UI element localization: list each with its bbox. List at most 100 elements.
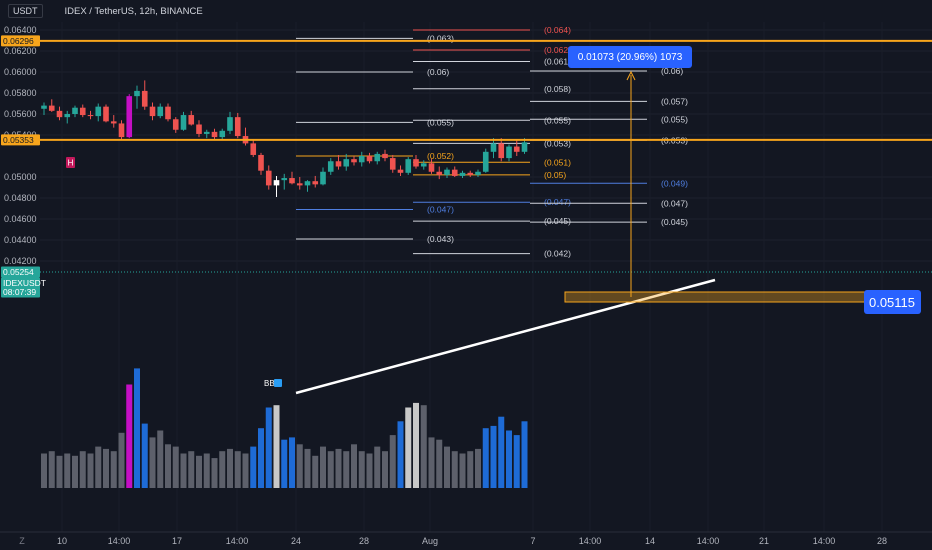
price-tag-bg xyxy=(1,286,40,298)
fib-label: (0.042) xyxy=(544,249,571,259)
grid xyxy=(40,22,932,532)
volume-bar xyxy=(234,451,241,488)
x-tick-label: 24 xyxy=(291,536,301,546)
price-tag: 0.05353 xyxy=(3,135,34,145)
candle-body xyxy=(320,171,326,185)
target-arrow-head xyxy=(626,70,636,81)
fib-label: (0.055) xyxy=(544,115,571,125)
volume-bar xyxy=(273,405,280,488)
y-tick-label: 0.04800 xyxy=(4,193,37,203)
x-tick-label: 21 xyxy=(759,536,769,546)
right-price-label: 0.05115 xyxy=(869,295,915,310)
fib-label: (0.045) xyxy=(661,217,688,227)
volume-bar xyxy=(87,453,94,488)
fib-label: (0.06) xyxy=(427,67,449,77)
volume-bar xyxy=(250,446,257,488)
candle-body xyxy=(134,90,140,97)
fib-label: (0.057) xyxy=(661,96,688,106)
volume-bar xyxy=(165,444,171,488)
volume-bar xyxy=(506,430,512,488)
volume-bar xyxy=(126,384,133,488)
fib-label: (0.061) xyxy=(544,57,571,67)
volume-bars xyxy=(41,368,528,488)
price-tag-bg xyxy=(1,134,40,146)
volume-bar xyxy=(327,451,334,488)
bb-marker-icon xyxy=(274,379,282,387)
x-tick-label: 10 xyxy=(57,536,67,546)
candle-body xyxy=(72,107,78,114)
fib-label: (0.045) xyxy=(544,216,571,226)
y-tick-label: 0.04200 xyxy=(4,256,37,266)
volume-bar xyxy=(382,451,388,488)
volume-bar xyxy=(475,448,481,488)
candle-body xyxy=(436,171,443,175)
price-tag: 0.06296 xyxy=(3,36,34,46)
candle-body xyxy=(141,90,148,107)
candle-body xyxy=(281,178,288,181)
volume-bar xyxy=(265,407,272,488)
candle-body xyxy=(405,159,412,173)
x-tick-label: 17 xyxy=(172,536,182,546)
y-tick-label: 0.05600 xyxy=(4,109,37,119)
candle-body xyxy=(180,115,187,130)
candle-body xyxy=(157,106,164,117)
volume-bar xyxy=(95,446,102,488)
candle-body xyxy=(428,163,435,172)
candle-body xyxy=(451,169,458,176)
x-tick-label: 14:00 xyxy=(108,536,131,546)
candle-body xyxy=(110,121,117,124)
volume-bar xyxy=(351,444,357,488)
volume-bar xyxy=(196,455,202,488)
volume-bar xyxy=(203,453,210,488)
fib-label: (0.043) xyxy=(427,234,454,244)
target-zone-box xyxy=(564,291,866,303)
candle-body xyxy=(250,143,257,155)
volume-bar xyxy=(118,432,125,488)
fib-label: (0.058) xyxy=(544,84,571,94)
overlay-drawings: 0.01073 (20.96%) 1073 0.05115 H BB xyxy=(40,39,932,395)
candle-body xyxy=(172,119,179,130)
x-tick-label: 14:00 xyxy=(226,536,249,546)
volume-bar xyxy=(451,451,458,488)
fib-label: (0.051) xyxy=(544,157,571,167)
currency-badge[interactable]: USDT xyxy=(8,4,43,18)
fib-label: (0.052) xyxy=(427,151,454,161)
h-marker: H xyxy=(68,159,74,168)
volume-bar xyxy=(358,451,365,488)
volume-bar xyxy=(56,455,63,488)
candle-body xyxy=(312,181,319,185)
fib-label: (0.05) xyxy=(544,170,566,180)
fib-label: (0.063) xyxy=(427,33,454,43)
x-axis: 10 14:00 17 14:00 24 28 Aug 7 14:00 14 14:00 21 14:0… xyxy=(0,531,932,546)
volume-bar xyxy=(64,453,71,488)
candle-body xyxy=(482,151,489,172)
candle-body xyxy=(149,106,156,117)
x-tick-label: 14:00 xyxy=(697,536,720,546)
y-tick-label: 0.05800 xyxy=(4,88,37,98)
candle-body xyxy=(490,143,497,152)
volume-bar xyxy=(304,448,311,488)
candle-body xyxy=(420,163,427,167)
candle-body xyxy=(56,110,63,118)
candle-body xyxy=(413,159,419,167)
candle-body xyxy=(258,154,264,171)
right-price-label-bg xyxy=(864,290,921,314)
target-label: 0.01073 (20.96%) 1073 xyxy=(578,52,683,63)
candle-body xyxy=(335,161,342,167)
target-label-bg xyxy=(568,46,692,68)
volume-bar xyxy=(41,453,47,488)
volume-bar xyxy=(141,423,148,488)
chart-header: USDT IDEX / TetherUS, 12h, BINANCE xyxy=(0,0,932,22)
volume-bar xyxy=(420,405,427,488)
volume-bar xyxy=(242,453,249,488)
candle-body xyxy=(227,117,233,131)
volume-bar xyxy=(482,428,489,488)
candle-body xyxy=(351,159,357,163)
candle-body xyxy=(87,115,94,117)
price-tag: 0.05254 xyxy=(3,267,34,277)
volume-bar xyxy=(467,451,474,488)
volume-bar xyxy=(289,437,295,488)
candle-body xyxy=(382,153,388,159)
y-tick-label: 0.04400 xyxy=(4,235,37,245)
